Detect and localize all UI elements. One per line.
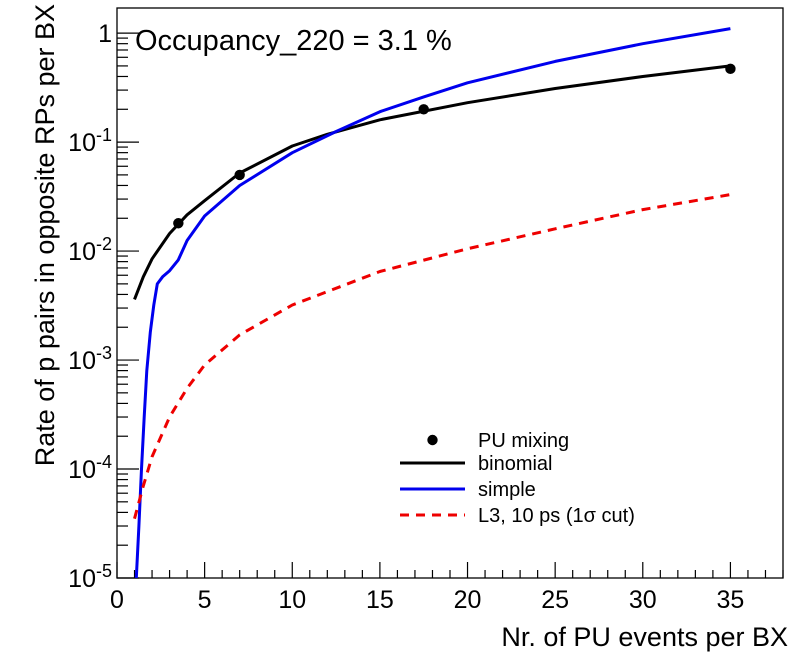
- x-axis-title: Nr. of PU events per BX: [501, 622, 788, 652]
- binomial-line: [133, 64, 731, 300]
- y-tick-label: 10-3: [68, 343, 112, 375]
- occupancy-annotation: Occupancy_220 = 3.1 %: [135, 25, 452, 57]
- x-axis: 0 5 10 15 20 25 30 35: [110, 562, 784, 614]
- x-tick-label: 15: [366, 586, 394, 614]
- x-tick-label: 0: [110, 586, 124, 614]
- y-tick-label: 10-2: [68, 234, 112, 266]
- x-tick-label: 20: [454, 586, 482, 614]
- y-axis-title: Rate of p pairs in opposite RPs per BX: [30, 4, 60, 466]
- legend-label: binomial: [478, 453, 552, 475]
- y-tick-label: 1: [98, 20, 112, 48]
- legend-label: simple: [478, 479, 536, 501]
- x-tick-label: 35: [717, 586, 745, 614]
- series-layer: [133, 27, 736, 579]
- x-tick-label: 30: [629, 586, 657, 614]
- x-tick-label: 10: [278, 586, 306, 614]
- x-tick-label: 25: [541, 586, 569, 614]
- legend-marker: [427, 434, 438, 446]
- y-tick-label: 10-4: [68, 452, 112, 484]
- simple-line: [134, 27, 731, 579]
- y-tick-label: 10-5: [68, 561, 112, 593]
- legend-label: PU mixing: [478, 430, 569, 452]
- legend-label: L3, 10 ps (1σ cut): [478, 505, 635, 527]
- x-tick-label: 5: [198, 586, 212, 614]
- y-axis: 10-5 10-4 10-3 10-2 10-1 1: [68, 20, 139, 593]
- l3-10ps-line: [133, 193, 731, 520]
- y-tick-label: 10-1: [68, 125, 112, 157]
